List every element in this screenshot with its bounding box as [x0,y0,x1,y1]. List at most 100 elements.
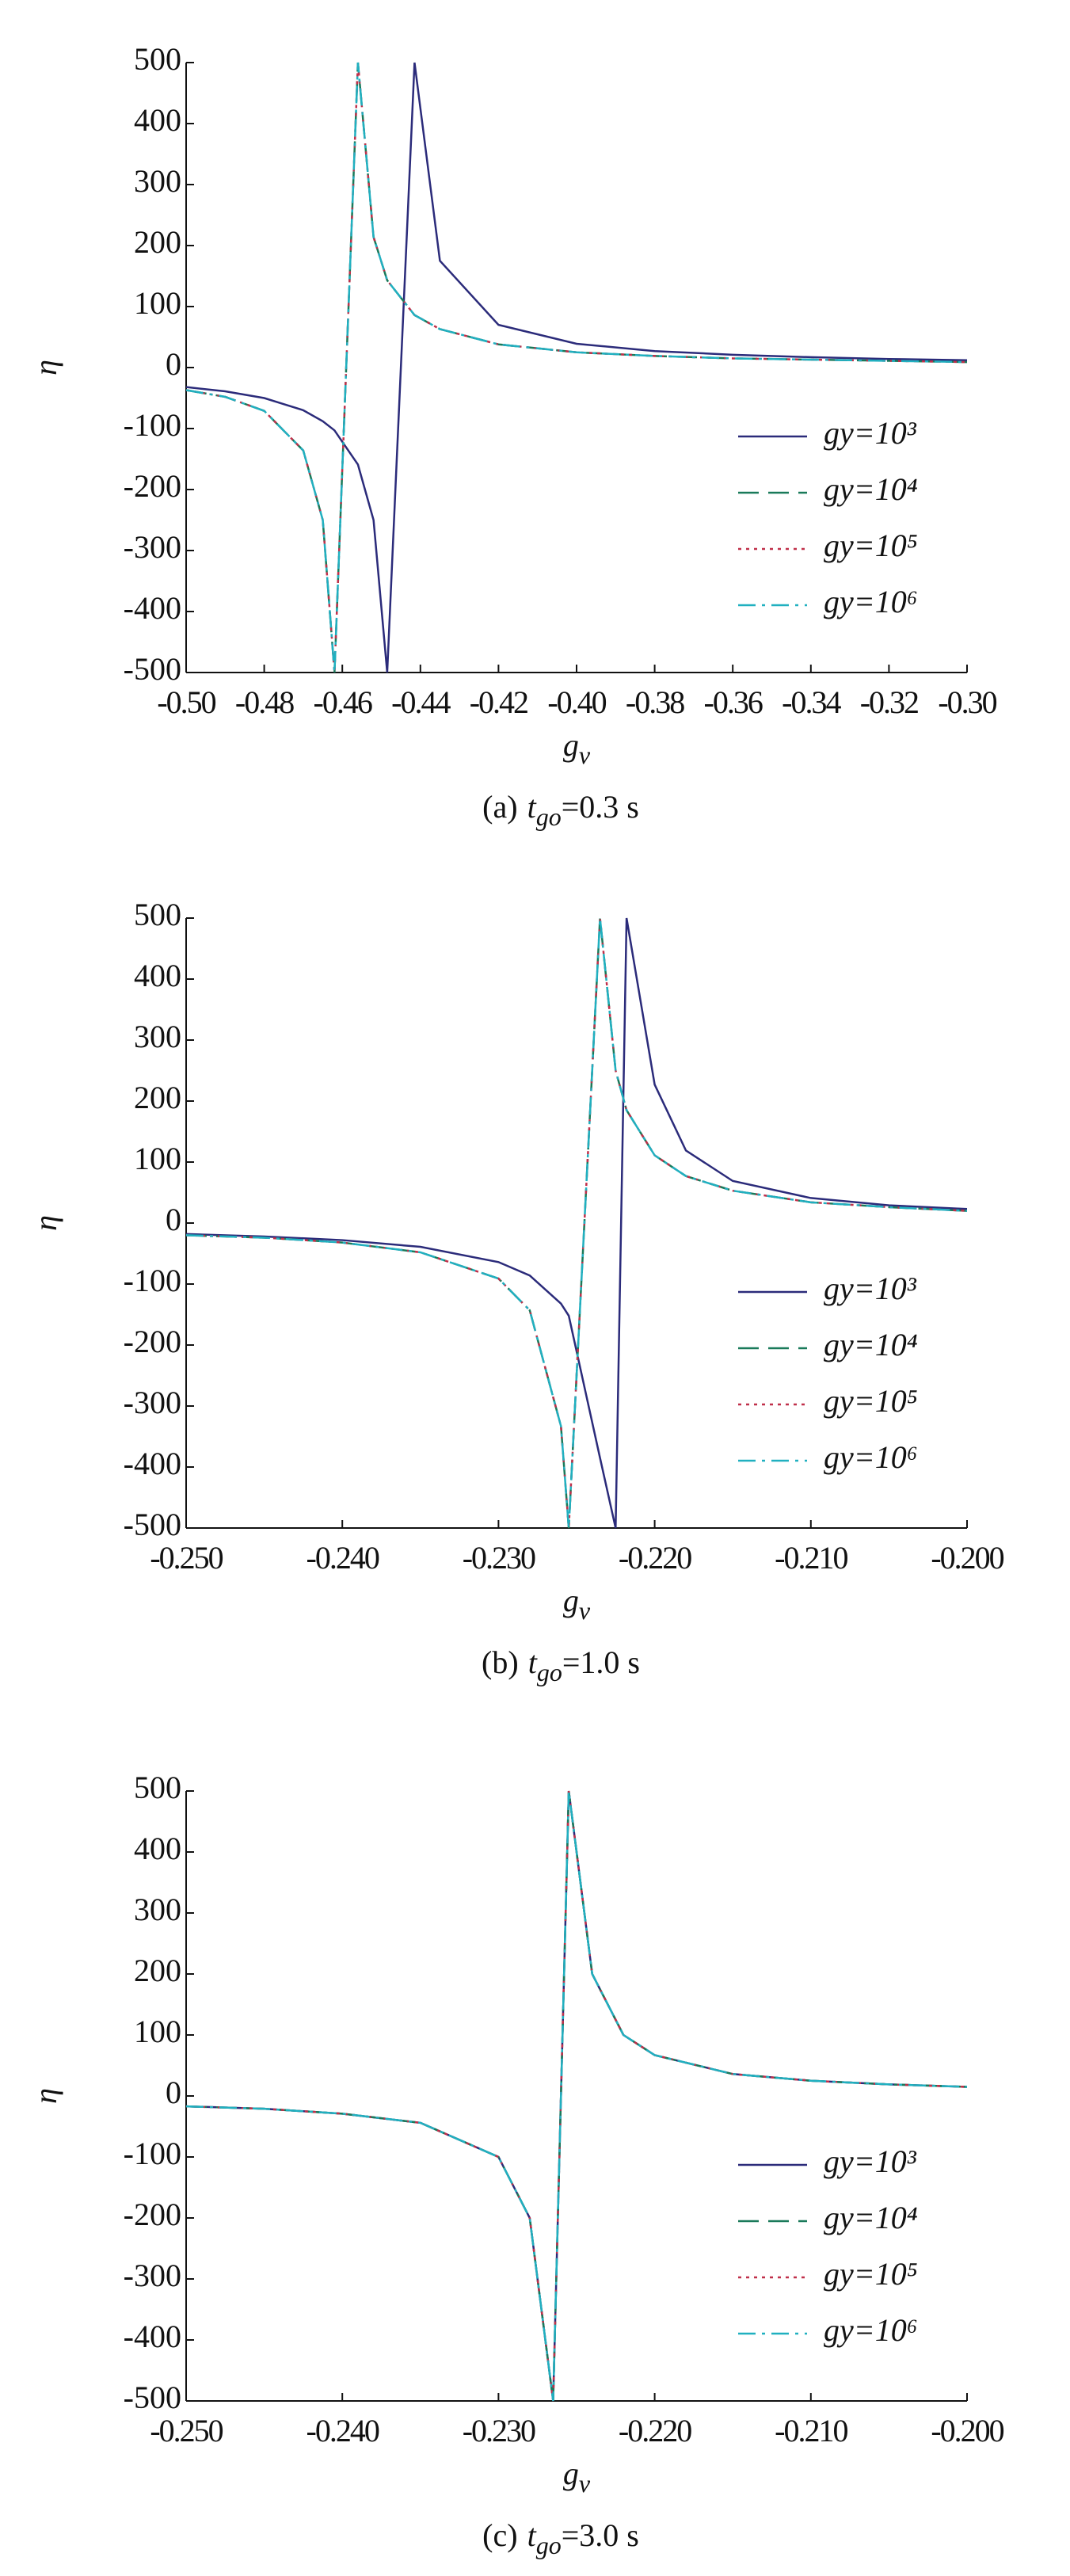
series-line [186,62,967,673]
x-tick-label: -0.220 [619,1540,691,1576]
series-line [186,917,967,1529]
series-line [186,917,967,1529]
caption-var: t [527,789,537,825]
y-tick-label: -300 [124,529,181,565]
y-tick-label: 500 [134,41,181,77]
caption-sub: go [536,802,562,831]
panel: -500 -400 -300 -200 -100 0 100 200 300 400 500 -0.2… [28,1770,1005,2559]
series-line [186,917,967,1529]
y-tick-label: -200 [124,1324,181,1359]
caption-sub: go [537,1658,562,1686]
legend-label: gy=10⁵ [824,528,918,563]
legend-label: gy=10⁶ [824,1439,918,1475]
caption-rest: =0.3 s [562,789,639,825]
y-tick-label: 100 [134,1141,181,1176]
x-tick-label: -0.240 [307,2413,379,2448]
x-axis-label: gv [563,1583,591,1625]
y-tick-label: 0 [166,346,181,382]
y-tick-label: 0 [166,2075,181,2110]
y-tick-label: 300 [134,1019,181,1054]
y-tick-label: 100 [134,2014,181,2049]
legend-label: gy=10⁶ [824,2312,918,2348]
x-tick-label: -0.210 [775,1540,847,1576]
y-tick-label: 300 [134,163,181,199]
caption-var: t [528,1644,538,1680]
series-line [186,62,967,673]
x-tick-label: -0.250 [150,1540,223,1576]
y-tick-label: 0 [166,1202,181,1237]
y-tick-label: 200 [134,1953,181,1988]
y-tick-label: -500 [124,2380,181,2415]
y-tick-label: 100 [134,285,181,321]
y-tick-label: -200 [124,468,181,504]
legend-label: gy=10⁴ [824,471,918,507]
x-tick-label: -0.44 [391,684,451,720]
x-tick-label: -0.50 [157,684,215,720]
x-axis-label-var: g [563,1583,579,1618]
x-tick-label: -0.32 [860,684,918,720]
x-tick-label: -0.220 [619,2413,691,2448]
x-axis-label-var: g [563,727,579,763]
x-tick-label: -0.200 [931,2413,1003,2448]
caption-prefix: (b) [482,1644,519,1680]
x-tick-label: -0.46 [314,684,372,720]
x-tick-label: -0.230 [463,1540,535,1576]
panel: -500 -400 -300 -200 -100 0 100 200 300 400 500 -0.5… [28,41,998,831]
series-line [186,62,967,673]
y-tick-label: -200 [124,2197,181,2232]
x-tick-label: -0.210 [775,2413,847,2448]
legend-label: gy=10⁶ [824,584,918,619]
x-axis-label-sub: v [579,741,591,769]
y-axis-label: η [28,2088,63,2104]
x-tick-label: -0.34 [782,684,841,720]
caption: (a) tgo=0.3 s [482,789,639,831]
legend-label: gy=10⁴ [824,1327,918,1362]
caption-prefix: (a) [482,789,517,825]
x-axis-label-var: g [563,2456,579,2491]
y-tick-label: -500 [124,651,181,687]
x-tick-label: -0.36 [704,684,763,720]
legend-label: gy=10⁴ [824,2200,918,2235]
y-tick-label: -300 [124,2258,181,2293]
legend-label: gy=10³ [824,1271,917,1306]
legend-label: gy=10⁵ [824,2256,918,2292]
x-tick-label: -0.40 [547,684,606,720]
legend-label: gy=10³ [824,415,917,451]
x-tick-label: -0.250 [150,2413,223,2448]
caption-sub: go [536,2531,562,2559]
series-line [186,1790,967,2402]
caption-rest: =3.0 s [562,2517,639,2553]
series-line [186,1790,967,2402]
y-tick-label: -100 [124,2136,181,2171]
x-axis-label-sub: v [579,1596,591,1625]
x-axis-label: gv [563,2456,591,2498]
y-tick-label: -500 [124,1507,181,1542]
y-tick-label: 500 [134,1770,181,1805]
y-axis-label: η [28,360,63,375]
y-tick-label: 400 [134,1831,181,1866]
y-tick-label: -100 [124,407,181,443]
caption-prefix: (c) [482,2517,517,2553]
caption-var: t [527,2517,537,2553]
y-tick-label: 500 [134,897,181,932]
series-line [186,62,967,673]
series-line [186,1790,967,2402]
x-axis-label: gv [563,727,591,769]
y-tick-label: -400 [124,1446,181,1481]
y-tick-label: -100 [124,1263,181,1298]
y-axis-label: η [28,1215,63,1231]
series-line [186,1790,967,2402]
x-tick-label: -0.38 [626,684,684,720]
caption: (c) tgo=3.0 s [482,2517,639,2559]
x-tick-label: -0.48 [235,684,294,720]
y-tick-label: -300 [124,1385,181,1420]
y-tick-label: 200 [134,1080,181,1115]
x-tick-label: -0.30 [938,684,996,720]
panel: -500 -400 -300 -200 -100 0 100 200 300 400 500 -0.2… [28,897,1005,1686]
y-tick-label: 400 [134,102,181,138]
x-tick-label: -0.200 [931,1540,1003,1576]
y-tick-label: 400 [134,958,181,993]
y-tick-label: -400 [124,2319,181,2354]
caption-rest: =1.0 s [562,1644,640,1680]
